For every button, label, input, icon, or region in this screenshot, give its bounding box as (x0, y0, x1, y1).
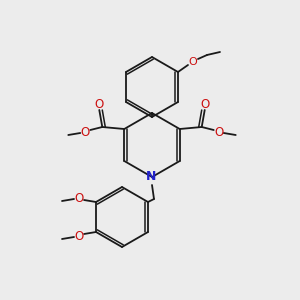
Text: O: O (189, 57, 197, 67)
Text: O: O (74, 230, 84, 242)
Text: O: O (81, 125, 90, 139)
Text: O: O (74, 191, 84, 205)
Text: N: N (146, 169, 156, 182)
Text: O: O (214, 125, 223, 139)
Text: O: O (200, 98, 209, 110)
Text: O: O (95, 98, 104, 110)
